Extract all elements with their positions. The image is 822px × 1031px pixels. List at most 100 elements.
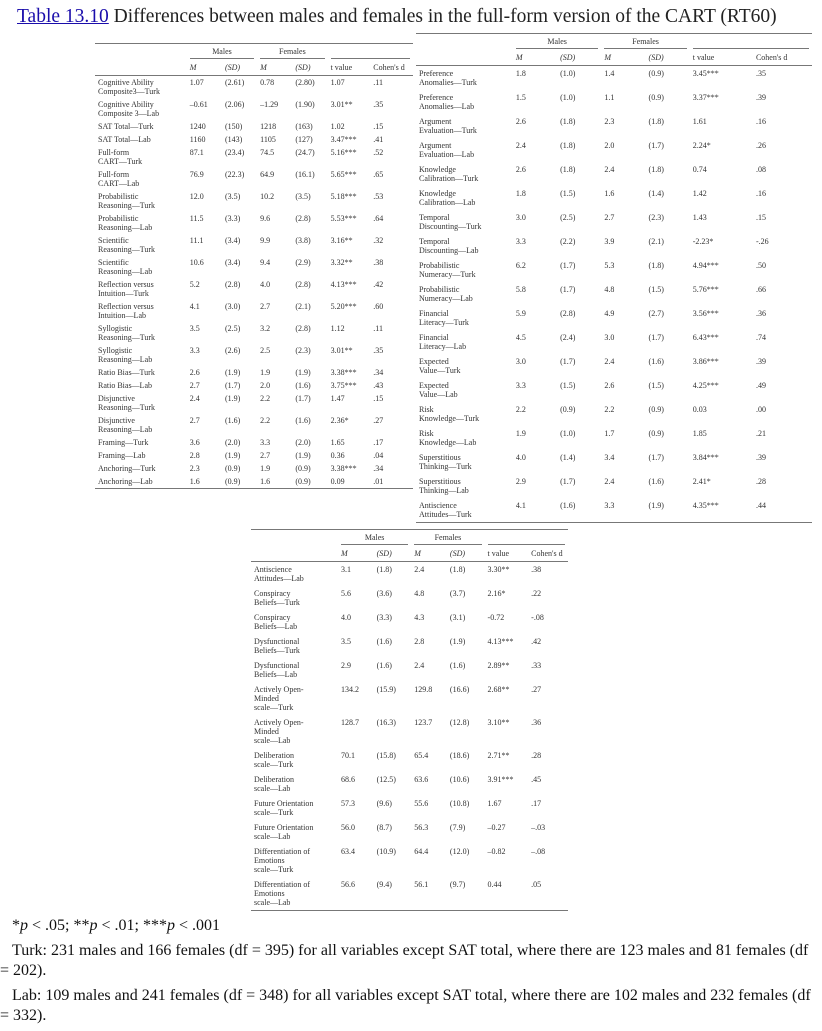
- male-sd-cell: (8.7): [376, 823, 392, 832]
- male-mean-cell: 1160: [189, 135, 206, 144]
- variable-cell: Scientific Reasoning—Lab: [98, 258, 153, 276]
- t-value-cell: 5.76***: [692, 285, 719, 294]
- table-notes: *p < .05; **p < .01; ***p < .001 Turk: 2…: [0, 916, 815, 1031]
- variable-cell: Deliberation scale—Turk: [254, 751, 294, 769]
- variable-cell: Anchoring—Turk: [98, 464, 156, 473]
- cohens-d-cell: .05: [531, 880, 542, 889]
- column-header-row: M (SD) M (SD) t value Cohen's d: [95, 61, 413, 76]
- cohens-d-cell: .36: [755, 309, 766, 318]
- female-mean-cell: 0.78: [260, 78, 275, 87]
- female-sd-cell: (1.4): [648, 189, 664, 198]
- cohens-d-cell: .39: [755, 357, 766, 366]
- male-sd-cell: (2.06): [224, 100, 245, 109]
- male-sd-header: (SD): [373, 547, 412, 562]
- t-value-cell: 6.43***: [692, 333, 719, 342]
- variable-cell: Differentiation of Emotions scale—Lab: [254, 880, 311, 907]
- male-sd-cell: (1.8): [560, 141, 576, 150]
- male-mean-cell: 134.2: [341, 685, 359, 694]
- table-row: Risk Knowledge—Turk 2.2 (0.9) 2.2 (0.9) 0.03.…: [416, 402, 812, 426]
- cohens-d-cell: .15: [373, 394, 384, 403]
- cohens-d-cell: .38: [373, 258, 384, 267]
- male-sd-cell: (1.0): [560, 93, 576, 102]
- male-mean-cell: 3.3: [189, 346, 200, 355]
- cohens-d-cell: .33: [531, 661, 542, 670]
- female-mean-cell: 1.9: [260, 464, 271, 473]
- female-sd-cell: (0.9): [648, 93, 664, 102]
- male-mean-cell: 1.8: [515, 189, 526, 198]
- female-sd-cell: (2.80): [295, 78, 315, 87]
- t-value-cell: 1.02: [330, 122, 345, 131]
- female-sd-cell: (10.6): [449, 775, 470, 784]
- t-value-cell: 1.65: [330, 438, 345, 447]
- variable-cell: Knowledge Calibration—Turk: [419, 165, 479, 183]
- t-value-cell: 1.07: [330, 78, 345, 87]
- male-sd-cell: (1.5): [560, 381, 576, 390]
- cohens-d-cell: .15: [755, 213, 766, 222]
- male-sd-cell: (23.4): [224, 148, 245, 157]
- t-value-cell: 0.44: [487, 880, 502, 889]
- t-value-cell: 4.35***: [692, 501, 719, 510]
- cohens-d-cell: .64: [373, 214, 384, 223]
- females-header: Females: [414, 533, 482, 545]
- group-header-row: Males Females: [251, 530, 568, 548]
- female-mean-cell: 10.2: [260, 192, 275, 201]
- t-value-cell: 3.30**: [487, 565, 510, 574]
- table-row: Syllogistic Reasoning—Turk 3.5 (2.5) 3.2 (2.…: [95, 322, 413, 344]
- female-sd-cell: (1.7): [648, 453, 664, 462]
- table-row: Full-form CART—Turk 87.1 (23.4) 74.5 (24.7) 5…: [95, 146, 413, 168]
- male-mean-cell: 2.7: [189, 416, 200, 425]
- significance-note: *p < .05; **p < .01; ***p < .001: [12, 917, 220, 934]
- female-sd-cell: (7.9): [449, 823, 466, 832]
- variable-cell: Disjunctive Reasoning—Lab: [98, 416, 153, 434]
- t-value-cell: 2.41*: [692, 477, 711, 486]
- t-value-cell: 4.94***: [692, 261, 719, 270]
- female-mean-cell: 3.3: [260, 438, 271, 447]
- variable-cell: Framing—Lab: [98, 451, 146, 460]
- female-mean-cell: 1.6: [260, 477, 271, 486]
- male-sd-cell: (1.5): [560, 189, 576, 198]
- variable-cell: Disjunctive Reasoning—Turk: [98, 394, 156, 412]
- t-value-cell: 2.89**: [487, 661, 510, 670]
- female-sd-cell: (9.7): [449, 880, 466, 889]
- female-sd-cell: (12.8): [449, 718, 470, 727]
- female-mean-cell: 64.9: [260, 170, 275, 179]
- table-number-link[interactable]: Table 13.10: [17, 6, 109, 27]
- cohens-d-cell: .49: [755, 381, 766, 390]
- female-mean-cell: 2.4: [414, 565, 425, 574]
- male-sd-cell: (1.7): [560, 285, 576, 294]
- males-header: Males: [189, 47, 255, 59]
- female-sd-cell: (1.8): [648, 261, 664, 270]
- male-mean-cell: 3.3: [515, 381, 526, 390]
- male-sd-cell: (2.8): [224, 280, 241, 289]
- male-sd-cell: (9.6): [376, 799, 392, 808]
- males-header: Males: [341, 533, 409, 545]
- female-mean-cell: 3.9: [604, 237, 615, 246]
- cohens-d-cell: .35: [755, 69, 766, 78]
- cohens-d-cell: .04: [373, 451, 384, 460]
- table-row: SAT Total—Lab 1160 (143) 1105 (127) 3.47*** .4…: [95, 133, 413, 146]
- female-sd-cell: (1.6): [648, 477, 664, 486]
- t-value-cell: -2.23*: [692, 237, 714, 246]
- table-row: Framing—Turk 3.6 (2.0) 3.3 (2.0) 1.65 .17: [95, 436, 413, 449]
- table-row: Deliberation scale—Lab 68.6 (12.5) 63.6 (10.…: [251, 772, 568, 796]
- male-sd-cell: (2.8): [560, 309, 576, 318]
- male-mean-cell: 1.5: [515, 93, 526, 102]
- variable-cell: Reflection versus Intuition—Lab: [98, 302, 154, 320]
- male-sd-cell: (0.9): [224, 464, 241, 473]
- cohens-d-cell: .50: [755, 261, 766, 270]
- cohens-d-cell: -.08: [531, 613, 544, 622]
- female-mean-cell: 64.4: [414, 847, 429, 856]
- results-table-left: Males Females M (SD) M (SD) t value Cohen's d Co…: [95, 43, 413, 489]
- female-mean-cell: 9.6: [260, 214, 271, 223]
- t-value-cell: 3.38***: [330, 368, 357, 377]
- variable-cell: Argument Evaluation—Lab: [419, 141, 475, 159]
- variable-cell: Syllogistic Reasoning—Lab: [98, 346, 153, 364]
- t-value-cell: 1.42: [692, 189, 707, 198]
- male-sd-header: (SD): [557, 51, 602, 66]
- table-row: Probabilistic Numeracy—Lab 5.8 (1.7) 4.8 (1.…: [416, 282, 812, 306]
- variable-cell: Actively Open- Minded scale—Lab: [254, 718, 304, 745]
- variable-cell: Ratio Bias—Lab: [98, 381, 152, 390]
- cohens-d-cell: .35: [373, 346, 384, 355]
- female-mean-cell: 4.9: [604, 309, 615, 318]
- female-mean-cell: 2.0: [604, 141, 615, 150]
